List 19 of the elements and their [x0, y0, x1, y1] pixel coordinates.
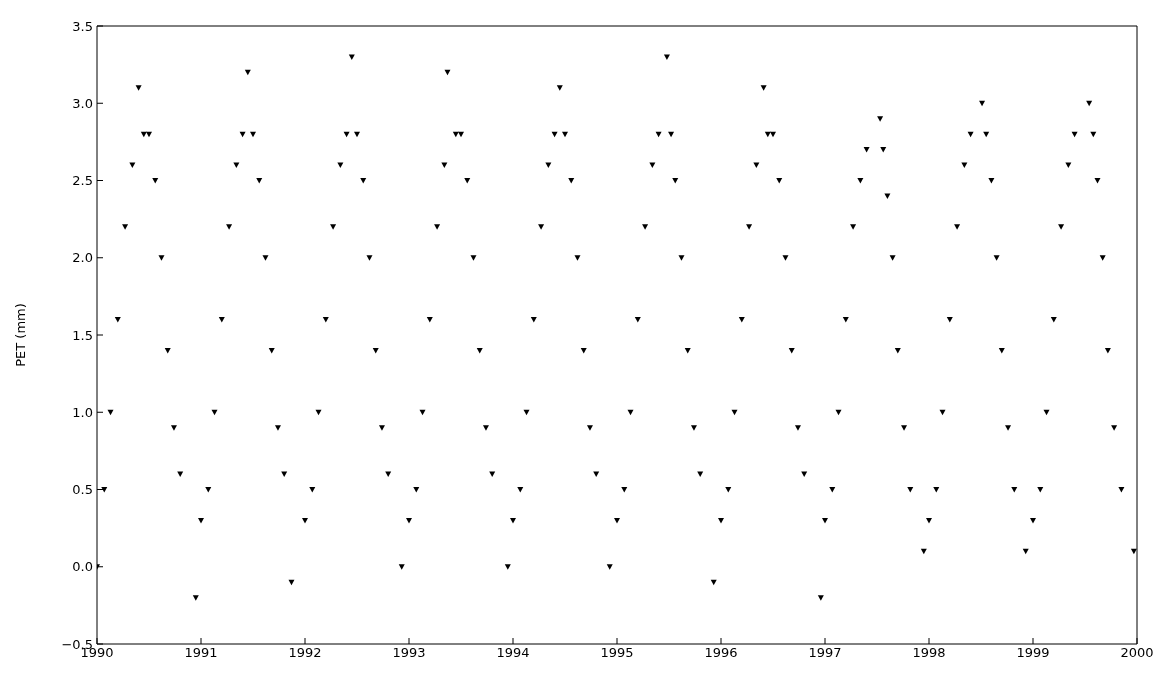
x-tick-label: 1991	[184, 645, 218, 661]
x-tick-label: 1996	[704, 645, 738, 661]
x-tick-label: 1999	[1016, 645, 1050, 661]
x-tick-label: 2000	[1120, 645, 1154, 661]
y-tick-label: 1.0	[72, 404, 93, 420]
x-tick-label: 1995	[600, 645, 634, 661]
y-axis-title: PET (mm)	[12, 303, 28, 367]
y-tick-label: 3.0	[72, 95, 93, 111]
x-tick-label: 1994	[496, 645, 530, 661]
y-tick-label: 2.0	[72, 250, 93, 266]
x-tick-label: 1993	[392, 645, 426, 661]
y-tick-label: 1.5	[72, 327, 93, 343]
x-tick-label: 1992	[288, 645, 322, 661]
x-tick-label: 1997	[808, 645, 842, 661]
y-tick-label: 0.5	[72, 482, 93, 498]
y-tick-label: 2.5	[72, 173, 93, 189]
x-tick-label: 1998	[912, 645, 946, 661]
y-tick-label: 0.0	[72, 559, 93, 575]
y-tick-label: 3.5	[72, 18, 93, 34]
